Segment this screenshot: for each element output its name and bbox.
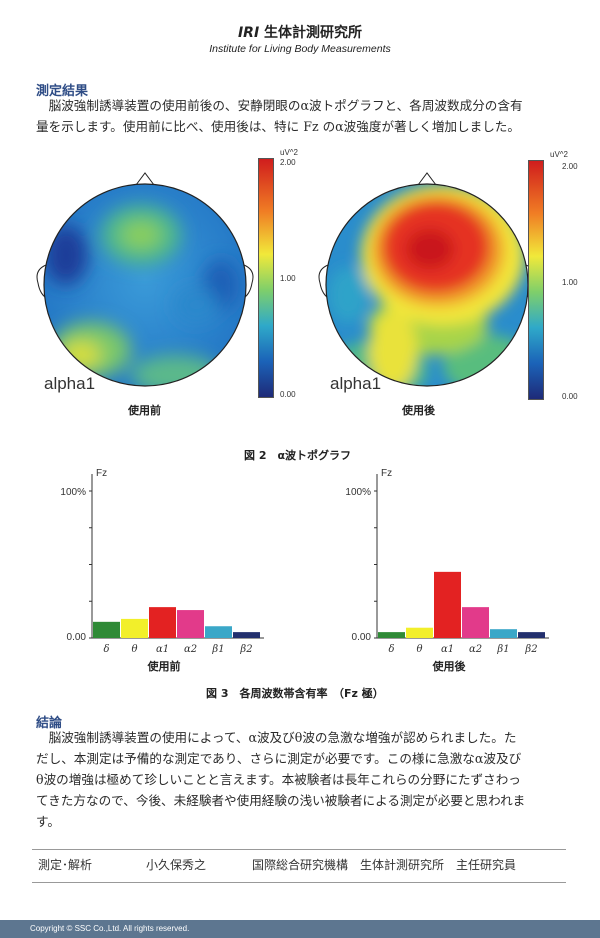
conclusion-line: θ波の増強は極めて珍しいことと言えます。本被験者は長年これらの分野にたずさわっ: [36, 772, 521, 787]
topograph-label: alpha1: [44, 374, 96, 393]
x-tick-label: α1: [441, 644, 454, 655]
colorbar-tick: 2.00: [562, 162, 578, 171]
signature-affiliation: 国際総合研究機構 生体計測研究所 主任研究員: [252, 858, 517, 872]
divider: [32, 882, 566, 883]
x-tick-label: β2: [239, 644, 252, 655]
topograph-caption: 使用後: [402, 404, 435, 417]
chart-title: 使用前: [147, 659, 181, 673]
x-tick-label: β1: [211, 644, 224, 655]
divider: [32, 849, 566, 850]
document-header: IRI 生体計測研究所 Institute for Living Body Me…: [0, 22, 600, 55]
topograph-after: [318, 165, 536, 395]
colorbar-unit: uV^2: [550, 150, 568, 159]
results-heading: 測定結果: [36, 84, 89, 99]
bar-2: [434, 571, 461, 638]
chart-title: 使用後: [432, 659, 467, 673]
bar-chart-before: Fz 100% 0.00 δ θ α1 α2 β1 β2 使用前: [50, 466, 280, 673]
x-tick-label: α1: [156, 644, 169, 655]
y-axis-label: Fz: [96, 468, 107, 479]
bar-5: [518, 632, 545, 638]
y-axis-label: Fz: [381, 468, 392, 479]
bar-3: [177, 610, 204, 638]
bar-chart-svg: Fz 100% 0.00 δ θ α1 α2 β1 β2 使用後: [345, 468, 549, 673]
topograph-caption: 使用前: [128, 404, 161, 417]
colorbar-after: [528, 160, 544, 400]
bar-4: [205, 626, 232, 638]
colorbar-unit: uV^2: [280, 148, 298, 157]
x-tick-label: α2: [469, 644, 482, 655]
colorbar-tick: 2.00: [280, 158, 296, 167]
bar-5: [233, 632, 260, 638]
bar-0: [93, 621, 120, 638]
y-tick-label: 100%: [60, 487, 86, 498]
conclusion-line: す。: [36, 814, 60, 829]
y-tick-label: 100%: [345, 487, 371, 498]
x-tick-label: θ: [416, 644, 422, 655]
bar-4: [490, 629, 517, 638]
org-name: 生体計測研究所: [264, 25, 363, 41]
bar-1: [406, 627, 433, 638]
topograph-before: [36, 165, 254, 395]
footer-bar: Copyright © SSC Co.,Ltd. All rights rese…: [0, 920, 600, 938]
conclusion-line: てきた方なので、今後、未経験者や使用経験の浅い被験者による測定が必要と思われま: [36, 793, 526, 808]
x-tick-label: δ: [103, 644, 109, 655]
x-tick-label: δ: [388, 644, 394, 655]
results-line: 脳波強制誘導装置の使用前後の、安静閉眼のα波トポグラフと、各周波数成分の含有: [36, 98, 523, 113]
signature-name: 小久保秀之: [146, 858, 207, 872]
colorbar-tick: 0.00: [280, 390, 296, 399]
y-tick-label: 0.00: [67, 632, 87, 643]
x-tick-label: β2: [524, 644, 537, 655]
conclusion-line: だし、本測定は予備的な測定であり、さらに測定が必要です。この様に急激なα波及び: [36, 751, 522, 766]
colorbar-tick: 1.00: [280, 274, 296, 283]
figure2-caption: 図 2 α波トポグラフ: [244, 449, 352, 462]
conclusion-heading: 結論: [36, 716, 63, 731]
bar-chart-svg: Fz 100% 0.00 δ θ α1 α2 β1 β2 使用前: [60, 468, 264, 673]
figure3-caption: 図 3 各周波数帯含有率 （Fz 極）: [206, 687, 384, 700]
x-tick-label: α2: [184, 644, 197, 655]
colorbar-before: [258, 158, 274, 398]
org-title: IRI 生体計測研究所: [0, 22, 600, 42]
bar-0: [378, 632, 405, 638]
conclusion-paragraph: 脳波強制誘導装置の使用によって、α波及びθ波の急激な増強が認められました。た だ…: [36, 727, 576, 832]
bar-2: [149, 607, 176, 638]
org-abbrev: IRI: [237, 25, 260, 41]
colorbar-tick: 0.00: [562, 392, 578, 401]
y-tick-label: 0.00: [352, 632, 372, 643]
copyright-text: Copyright © SSC Co.,Ltd. All rights rese…: [30, 924, 190, 933]
bar-3: [462, 607, 489, 638]
topograph-label: alpha1: [330, 374, 382, 393]
results-paragraph: 脳波強制誘導装置の使用前後の、安静閉眼のα波トポグラフと、各周波数成分の含有 量…: [36, 95, 576, 137]
org-english-name: Institute for Living Body Measurements: [209, 43, 391, 55]
results-line: 量を示します。使用前に比べ、使用後は、特に Fz のα波強度が著しく増加しました…: [36, 119, 520, 134]
x-tick-label: θ: [131, 644, 137, 655]
conclusion-line: 脳波強制誘導装置の使用によって、α波及びθ波の急激な増強が認められました。た: [36, 730, 517, 745]
bar-chart-after: Fz 100% 0.00 δ θ α1 α2 β1 β2 使用後: [335, 466, 565, 673]
colorbar-tick: 1.00: [562, 278, 578, 287]
x-tick-label: β1: [496, 644, 509, 655]
signature-role: 測定･解析: [38, 858, 93, 872]
bar-1: [121, 618, 148, 638]
